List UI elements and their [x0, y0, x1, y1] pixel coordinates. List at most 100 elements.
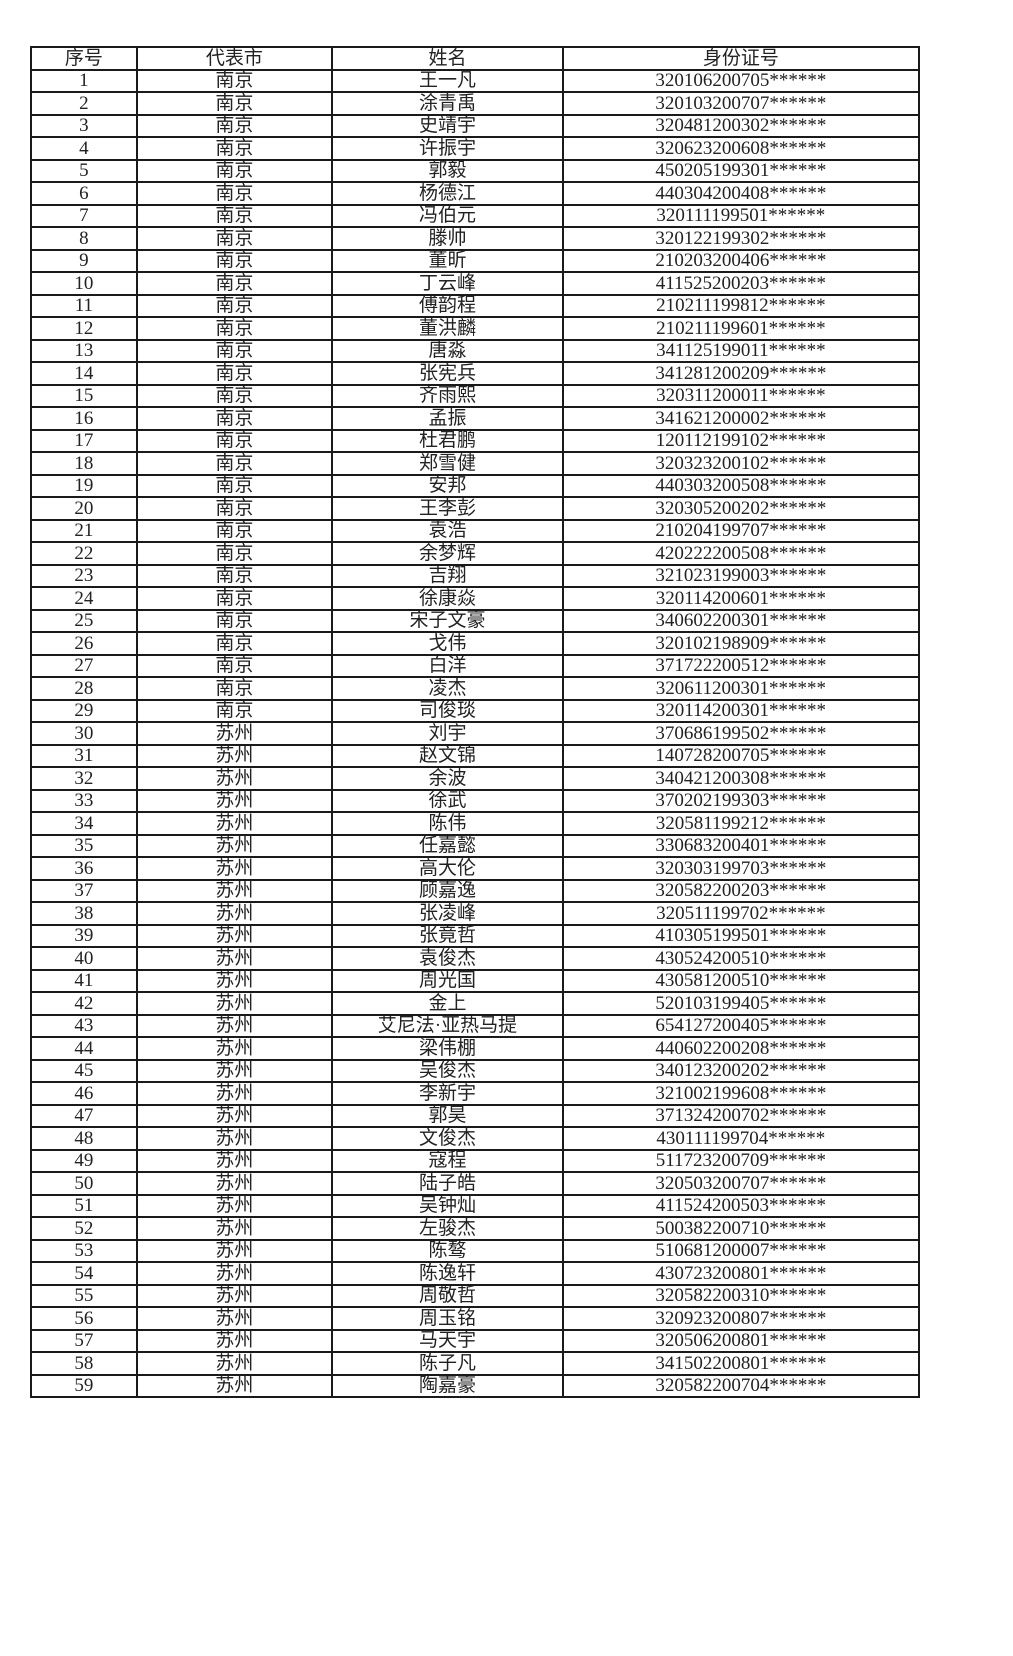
table-row: 12 南京 董洪麟 210211199601******: [30, 316, 921, 341]
cell-id-number: 341621200002******: [561, 406, 921, 431]
table-row: 2 南京 涂青禹 320103200707******: [30, 91, 921, 116]
cell-id-number: 370686199502******: [561, 721, 921, 746]
cell-id-number: 654127200405******: [561, 1013, 921, 1038]
cell-name: 徐武: [331, 788, 564, 813]
cell-id-number: 430581200510******: [561, 968, 921, 993]
table-row: 3 南京 史靖宇 320481200302******: [30, 113, 921, 138]
table-row: 25 南京 宋子文豪 340602200301******: [30, 608, 921, 633]
cell-city: 苏州: [135, 811, 334, 836]
cell-city: 苏州: [135, 856, 334, 881]
cell-id-number: 320582200310******: [561, 1283, 921, 1308]
header-city: 代表市: [135, 46, 334, 71]
cell-index: 24: [30, 586, 138, 611]
table-row: 40 苏州 袁俊杰 430524200510******: [30, 946, 921, 971]
cell-name: 陆子皓: [331, 1171, 564, 1196]
table-row: 48 苏州 文俊杰 430111199704******: [30, 1126, 921, 1151]
cell-index: 52: [30, 1216, 138, 1241]
cell-city: 南京: [135, 136, 334, 161]
cell-id-number: 440303200508******: [561, 473, 921, 498]
cell-index: 12: [30, 316, 138, 341]
table-row: 52 苏州 左骏杰 500382200710******: [30, 1216, 921, 1241]
table-row: 19 南京 安邦 440303200508******: [30, 473, 921, 498]
cell-city: 苏州: [135, 923, 334, 948]
cell-id-number: 321002199608******: [561, 1081, 921, 1106]
cell-index: 3: [30, 113, 138, 138]
cell-city: 南京: [135, 248, 334, 273]
cell-index: 38: [30, 901, 138, 926]
cell-name: 陈逸轩: [331, 1261, 564, 1286]
cell-index: 16: [30, 406, 138, 431]
cell-name: 王一凡: [331, 68, 564, 93]
table-row: 51 苏州 吴钟灿 411524200503******: [30, 1193, 921, 1218]
header-row: 序号 代表市 姓名 身份证号: [30, 46, 921, 71]
cell-city: 苏州: [135, 1103, 334, 1128]
cell-city: 南京: [135, 181, 334, 206]
cell-id-number: 320923200807******: [561, 1306, 921, 1331]
cell-city: 苏州: [135, 1373, 334, 1398]
cell-id-number: 371324200702******: [561, 1103, 921, 1128]
table-row: 32 苏州 余波 340421200308******: [30, 766, 921, 791]
cell-index: 56: [30, 1306, 138, 1331]
cell-index: 15: [30, 383, 138, 408]
cell-index: 11: [30, 293, 138, 318]
cell-id-number: 440602200208******: [561, 1036, 921, 1061]
table-row: 5 南京 郭毅 450205199301******: [30, 158, 921, 183]
header-name: 姓名: [331, 46, 564, 71]
cell-name: 滕帅: [331, 226, 564, 251]
table-row: 43 苏州 艾尼法·亚热马提 654127200405******: [30, 1013, 921, 1038]
cell-index: 27: [30, 653, 138, 678]
cell-city: 南京: [135, 541, 334, 566]
cell-index: 1: [30, 68, 138, 93]
cell-city: 苏州: [135, 1306, 334, 1331]
cell-id-number: 430111199704******: [561, 1126, 921, 1151]
table-row: 36 苏州 高大伦 320303199703******: [30, 856, 921, 881]
cell-city: 南京: [135, 631, 334, 656]
cell-name: 艾尼法·亚热马提: [331, 1013, 564, 1038]
table-row: 20 南京 王李彭 320305200202******: [30, 496, 921, 521]
table-row: 30 苏州 刘宇 370686199502******: [30, 721, 921, 746]
cell-index: 37: [30, 878, 138, 903]
cell-city: 苏州: [135, 1013, 334, 1038]
cell-city: 南京: [135, 586, 334, 611]
table-row: 11 南京 傅韵程 210211199812******: [30, 293, 921, 318]
cell-id-number: 330683200401******: [561, 833, 921, 858]
cell-city: 南京: [135, 91, 334, 116]
cell-name: 张凌峰: [331, 901, 564, 926]
table-row: 15 南京 齐雨熙 320311200011******: [30, 383, 921, 408]
cell-city: 苏州: [135, 1081, 334, 1106]
cell-id-number: 210204199707******: [561, 518, 921, 543]
cell-id-number: 210211199601******: [561, 316, 921, 341]
cell-city: 苏州: [135, 1261, 334, 1286]
cell-index: 59: [30, 1373, 138, 1398]
table-row: 55 苏州 周敬哲 320582200310******: [30, 1283, 921, 1308]
cell-id-number: 420222200508******: [561, 541, 921, 566]
cell-id-number: 320303199703******: [561, 856, 921, 881]
cell-city: 南京: [135, 608, 334, 633]
cell-index: 18: [30, 451, 138, 476]
table-row: 35 苏州 任嘉懿 330683200401******: [30, 833, 921, 858]
cell-id-number: 320511199702******: [561, 901, 921, 926]
cell-index: 43: [30, 1013, 138, 1038]
cell-index: 13: [30, 338, 138, 363]
cell-id-number: 341502200801******: [561, 1351, 921, 1376]
cell-name: 董昕: [331, 248, 564, 273]
table-row: 29 南京 司俊琰 320114200301******: [30, 698, 921, 723]
cell-index: 10: [30, 271, 138, 296]
cell-index: 41: [30, 968, 138, 993]
cell-index: 51: [30, 1193, 138, 1218]
cell-index: 23: [30, 563, 138, 588]
cell-index: 9: [30, 248, 138, 273]
cell-city: 苏州: [135, 721, 334, 746]
cell-name: 杨德江: [331, 181, 564, 206]
cell-index: 47: [30, 1103, 138, 1128]
table-row: 8 南京 滕帅 320122199302******: [30, 226, 921, 251]
cell-index: 30: [30, 721, 138, 746]
table-row: 34 苏州 陈伟 320581199212******: [30, 811, 921, 836]
cell-name: 王李彭: [331, 496, 564, 521]
cell-id-number: 510681200007******: [561, 1238, 921, 1263]
cell-index: 57: [30, 1328, 138, 1353]
cell-id-number: 440304200408******: [561, 181, 921, 206]
cell-city: 苏州: [135, 946, 334, 971]
cell-index: 5: [30, 158, 138, 183]
cell-index: 34: [30, 811, 138, 836]
